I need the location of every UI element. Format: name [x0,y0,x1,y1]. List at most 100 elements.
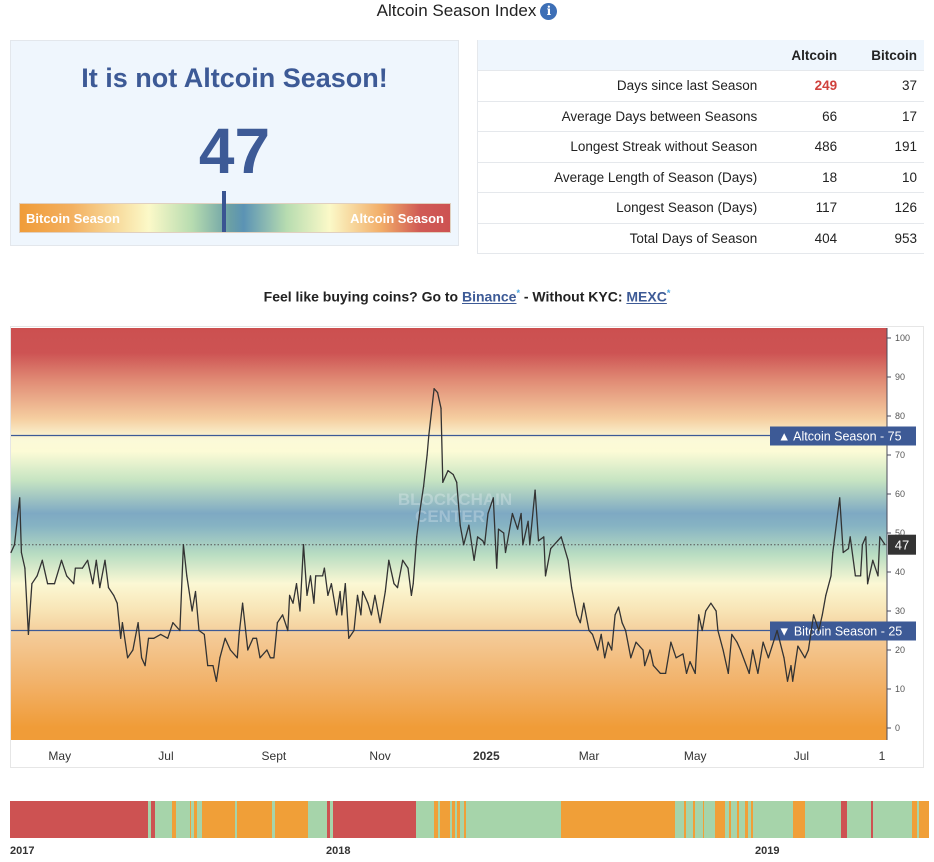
table-header-row: Altcoin Bitcoin [477,40,924,71]
data-point [503,532,505,534]
season-status-panel: It is not Altcoin Season! 47 Bitcoin Sea… [10,40,459,246]
data-point [87,559,89,561]
season-segment-neutral [147,801,152,838]
data-point [348,637,350,639]
season-segment-bitcoin [171,801,176,838]
year-label: 2017 [10,845,35,857]
season-segment-neutral [739,801,746,838]
y-tick-label: 70 [895,450,905,460]
season-segment-bitcoin [275,801,308,838]
data-point [710,602,712,604]
season-segment-bitcoin [751,801,753,838]
data-point [776,629,778,632]
data-point [675,657,677,659]
x-tick-label: 2025 [473,749,500,763]
data-point [854,575,857,577]
info-icon[interactable]: i [540,3,558,20]
mexc-link[interactable]: MEXC [626,288,667,305]
chart-background-bands [11,328,887,740]
season-segment-bitcoin [236,801,273,838]
data-point [757,672,759,675]
data-point [191,610,193,612]
y-tick-label: 60 [895,489,905,499]
data-point [482,540,484,542]
season-segment-bitcoin [729,801,732,838]
data-point [302,544,305,546]
table-row: Average Length of Season (Days) 18 10 [477,162,924,193]
season-segment-neutral [685,801,694,838]
data-point [252,637,254,639]
data-point [153,637,155,639]
data-point [839,497,841,499]
data-point [698,614,700,616]
x-tick-label: Jul [794,749,809,763]
data-point [60,559,63,561]
season-segment-altcoin [326,801,331,838]
table-row: Average Days between Seasons 66 17 [477,101,924,132]
data-point [748,672,750,675]
data-point [534,489,536,491]
data-point [527,520,529,522]
data-point [727,672,729,675]
data-point [288,594,291,597]
data-point [468,524,470,526]
data-point [186,575,188,577]
data-point [588,629,590,632]
season-headline: It is not Altcoin Season! [81,63,388,93]
data-point [522,544,524,546]
data-point [544,575,547,577]
data-point [456,481,458,483]
season-segment-neutral [438,801,440,838]
data-point [579,622,581,624]
data-point [511,512,514,515]
data-point [550,548,552,550]
season-segment-neutral [450,801,453,838]
bitcoin-value: 126 [837,192,924,224]
data-point [219,657,221,659]
data-point [705,610,707,612]
season-segment-altcoin [840,801,847,838]
data-point [884,544,886,546]
season-segment-bitcoin [457,801,460,838]
data-point [241,602,244,604]
data-point [722,649,724,651]
data-point [236,657,238,659]
column-header [477,40,758,71]
season-segment-neutral [330,801,333,838]
gauge-marker [222,191,226,232]
data-point [344,583,346,585]
season-segment-bitcoin [702,801,705,838]
table-row: Days since last Season 249 37 [477,70,924,102]
data-point [353,629,355,632]
data-point [419,509,421,511]
data-point [341,614,343,616]
data-point [330,583,332,585]
watermark: CENTER [415,507,485,526]
column-header-bitcoin: Bitcoin [837,40,924,71]
bitcoin-value: 10 [837,162,924,193]
y-tick-label: 30 [895,606,905,616]
data-point [81,567,83,569]
season-segment-bitcoin [684,801,686,838]
data-point [393,583,395,585]
data-point [238,633,240,636]
data-point [665,672,667,675]
data-point [299,610,301,612]
data-point [53,583,56,585]
season-segment-neutral [191,801,195,838]
season-segment-neutral [674,801,685,838]
page-title-text: Altcoin Season Index [376,1,537,20]
data-point [483,544,486,546]
x-tick-label: 1 [879,749,886,763]
data-point [295,583,298,585]
binance-link[interactable]: Binance [462,288,517,305]
bitcoin-value: 953 [837,223,924,254]
data-point [659,672,662,675]
data-point [121,622,124,624]
data-point [416,536,418,538]
data-point [440,407,442,409]
season-segment-neutral [465,801,561,838]
data-point [384,590,386,593]
data-point [309,575,312,577]
